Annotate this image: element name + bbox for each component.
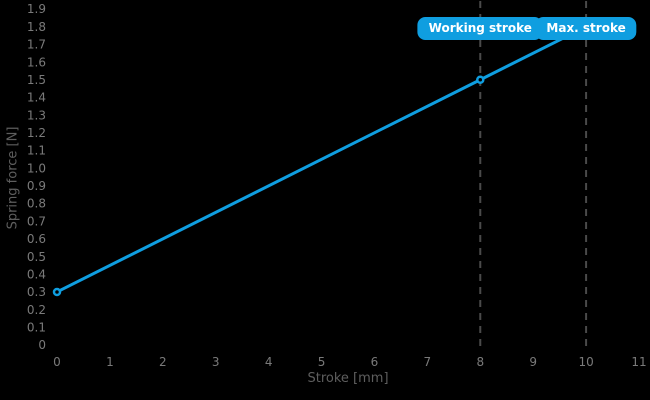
y-tick-label: 0.4 — [27, 267, 46, 281]
y-tick-label: 0.9 — [27, 179, 46, 193]
y-tick-label: 1.0 — [27, 161, 46, 175]
x-tick-label: 5 — [318, 355, 326, 369]
y-tick-label: 1.9 — [27, 2, 46, 16]
x-tick-label: 7 — [424, 355, 432, 369]
x-tick-label: 4 — [265, 355, 273, 369]
x-tick-label: 0 — [53, 355, 61, 369]
y-tick-label: 0 — [38, 338, 46, 352]
data-point-marker — [52, 287, 62, 297]
x-tick-label: 9 — [529, 355, 537, 369]
y-tick-label: 0.5 — [27, 250, 46, 264]
series-line-spring-characteristic — [55, 25, 588, 294]
y-tick-label: 0.2 — [27, 303, 46, 317]
y-tick-label: 1.2 — [27, 126, 46, 140]
y-tick-label: 1.3 — [27, 108, 46, 122]
x-tick-label: 10 — [578, 355, 593, 369]
y-tick-label: 1.5 — [27, 73, 46, 87]
x-tick-label: 2 — [159, 355, 167, 369]
working-stroke-badge: Working stroke — [417, 17, 543, 40]
x-tick-label: 11 — [631, 355, 646, 369]
y-tick-label: 1.8 — [27, 20, 46, 34]
y-tick-label: 0.1 — [27, 321, 46, 335]
y-tick-label: 1.7 — [27, 38, 46, 52]
y-tick-label: 0.8 — [27, 197, 46, 211]
x-tick-label: 1 — [106, 355, 114, 369]
x-tick-label: 8 — [476, 355, 484, 369]
y-tick-label: 0.6 — [27, 232, 46, 246]
y-tick-label: 0.3 — [27, 285, 46, 299]
y-tick-label: 1.6 — [27, 55, 46, 69]
max-stroke-badge: Max. stroke — [535, 17, 637, 40]
y-tick-label: 0.7 — [27, 214, 46, 228]
y-tick-label: 1.1 — [27, 144, 46, 158]
x-tick-label: 6 — [371, 355, 379, 369]
data-point-marker — [476, 75, 485, 84]
y-tick-label: 1.4 — [27, 91, 46, 105]
x-tick-label: 3 — [212, 355, 220, 369]
